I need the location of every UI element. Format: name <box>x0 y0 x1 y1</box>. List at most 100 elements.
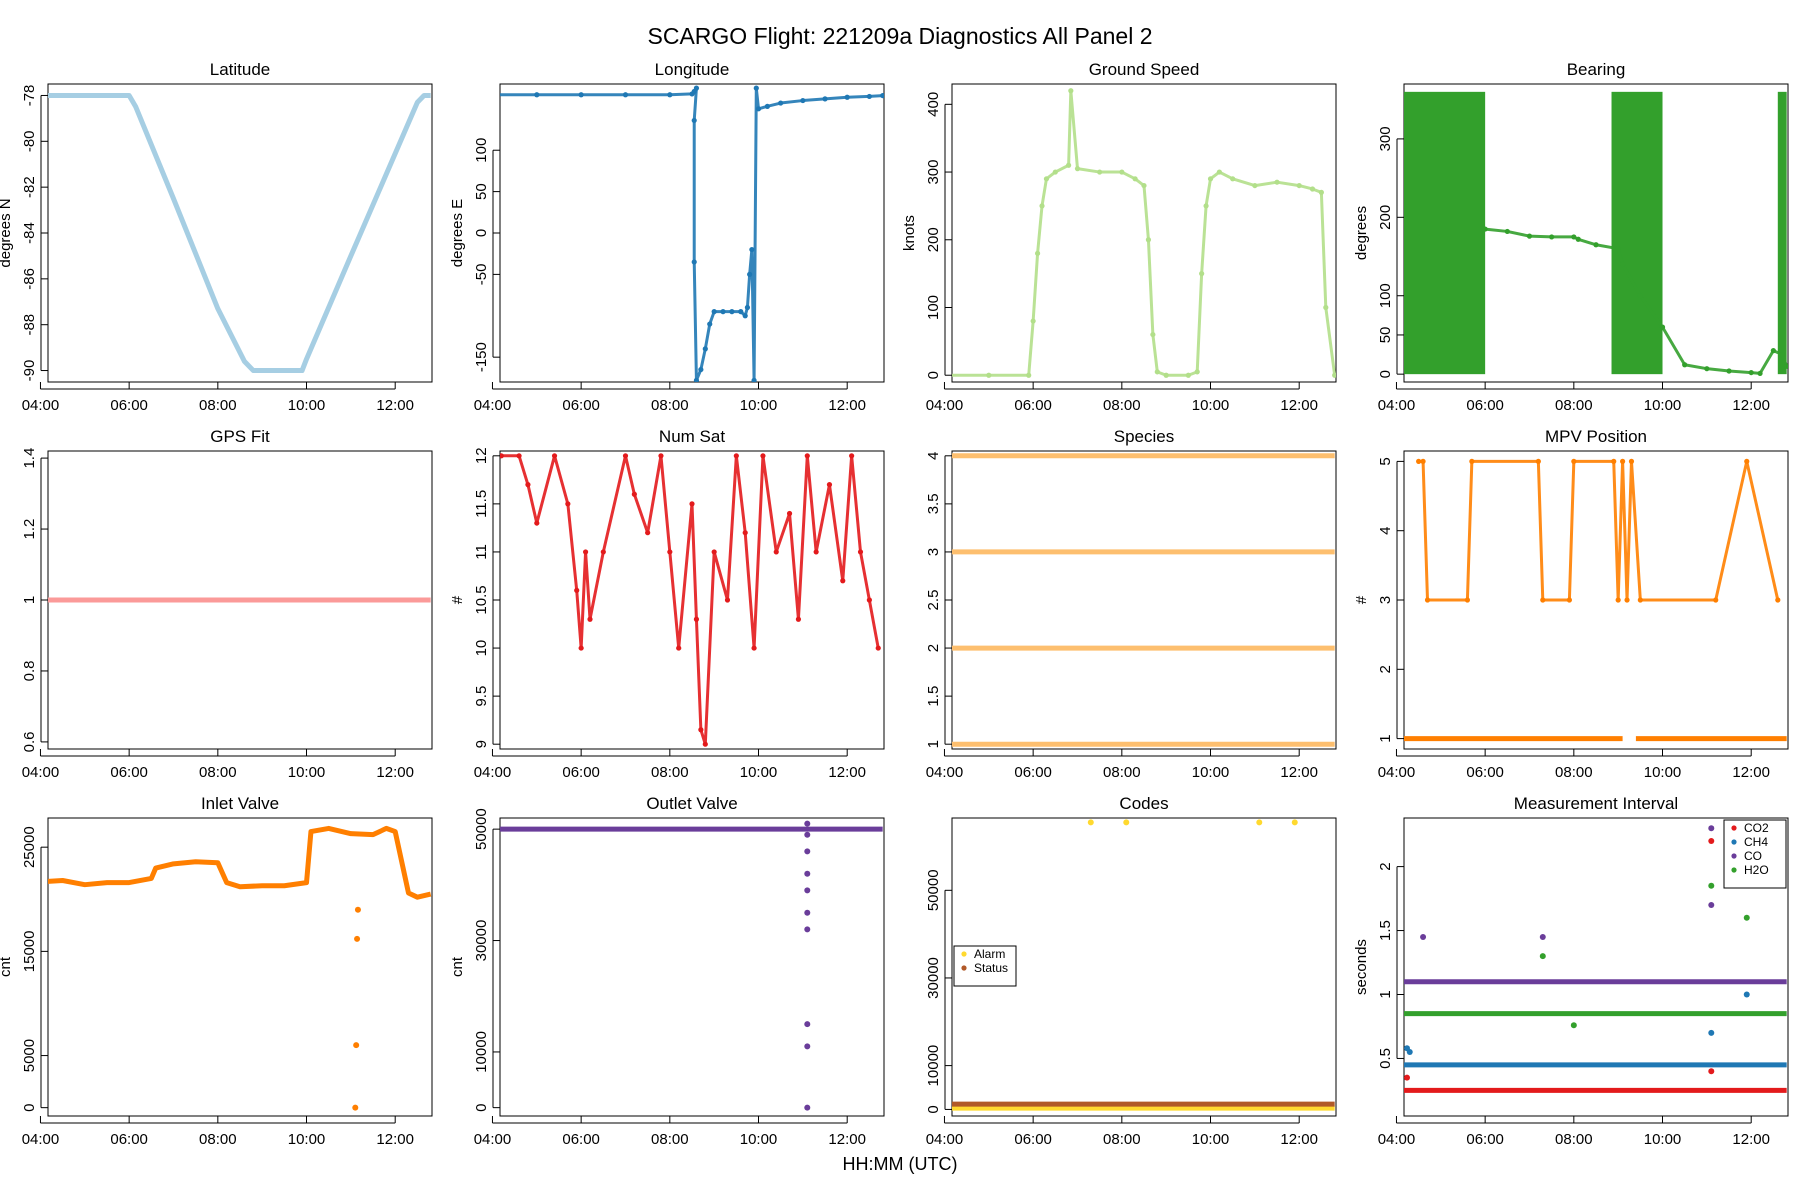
data-point <box>1416 458 1422 464</box>
data-point <box>1097 169 1103 175</box>
data-point <box>1704 366 1710 372</box>
y-tick-label: 3.5 <box>925 493 942 514</box>
data-point <box>1575 236 1581 242</box>
x-tick-label: 08:00 <box>1103 397 1141 414</box>
panel-title: Num Sat <box>659 427 725 446</box>
data-point <box>1296 182 1302 189</box>
series-trace <box>500 86 883 382</box>
panel-species: Species 04:00 06:00 08:00 10:00 12:00 1 1.5 2 2.5… <box>925 427 1337 781</box>
x-tick-label: 10:00 <box>1644 764 1682 781</box>
data-point <box>631 491 637 497</box>
y-tick-label: -84 <box>21 222 38 244</box>
y-tick-label: 50000 <box>473 808 490 850</box>
series-line <box>48 92 431 374</box>
data-point <box>742 530 748 536</box>
y-tick-label: 0.6 <box>21 731 38 752</box>
plot-area <box>1404 91 1788 376</box>
x-tick-label: 10:00 <box>1644 1131 1682 1148</box>
data-point <box>1252 182 1258 189</box>
data-point <box>1464 597 1471 603</box>
data-point <box>1770 348 1776 354</box>
data-point <box>702 346 708 352</box>
data-point <box>751 645 757 651</box>
outlier-point <box>354 906 361 913</box>
spike-point <box>1404 1074 1410 1081</box>
data-point <box>1119 169 1125 175</box>
spike-point <box>1708 901 1715 908</box>
data-point <box>849 453 855 459</box>
x-tick-label: 10:00 <box>740 1131 778 1148</box>
legend-label: Status <box>974 961 1008 975</box>
dense-band <box>1777 91 1787 375</box>
plot-area <box>952 88 1336 378</box>
series-trace <box>1418 459 1780 602</box>
x-tick-label: 06:00 <box>1466 764 1504 781</box>
data-point <box>1620 458 1626 464</box>
y-axis-label: seconds <box>1353 939 1370 995</box>
dense-band <box>1404 91 1486 375</box>
plot-area <box>1404 825 1787 1093</box>
data-point <box>1154 369 1160 375</box>
data-point <box>693 85 700 91</box>
plot-frame <box>47 817 433 1117</box>
data-point <box>1615 246 1621 252</box>
panel-codes: Codes 04:00 06:00 08:00 10:00 12:00 0 10000 3000… <box>925 794 1337 1148</box>
data-point <box>622 453 629 459</box>
data-point <box>1420 458 1426 464</box>
y-axis-label: cnt <box>449 956 466 977</box>
data-point <box>1482 226 1488 232</box>
x-tick-label: 12:00 <box>828 1131 866 1148</box>
plot-area <box>952 819 1335 1111</box>
y-tick-label: 3 <box>1377 596 1394 604</box>
data-point <box>1784 363 1788 369</box>
data-point <box>1566 597 1572 603</box>
y-tick-label: 5000 <box>21 1039 38 1072</box>
x-tick-label: 12:00 <box>1280 764 1318 781</box>
x-tick-label: 06:00 <box>110 764 148 781</box>
data-point <box>1637 597 1643 603</box>
x-tick-label: 10:00 <box>1192 764 1230 781</box>
x-tick-label: 12:00 <box>1732 397 1770 414</box>
y-tick-label: 50 <box>1377 327 1394 344</box>
y-tick-label: 10 <box>473 640 490 657</box>
x-tick-label: 08:00 <box>651 764 689 781</box>
data-point <box>804 453 810 459</box>
data-point <box>986 372 992 378</box>
data-point <box>1194 369 1200 375</box>
data-point <box>574 587 580 593</box>
data-point <box>698 366 704 373</box>
panel-outlet-valve: Outlet Valve 04:00 06:00 08:00 10:00 12:00 0 10… <box>449 794 885 1148</box>
plot-area <box>500 85 884 382</box>
y-tick-label: 9 <box>473 740 490 748</box>
panel-bearing: Bearing 04:00 06:00 08:00 10:00 12:00 0 50 100 20… <box>1353 60 1789 414</box>
series-trace <box>952 89 1336 377</box>
y-axis-label: degrees N <box>0 198 14 267</box>
legend-marker <box>961 965 967 971</box>
x-tick-label: 06:00 <box>1014 764 1052 781</box>
data-point <box>578 645 584 651</box>
data-point <box>729 309 735 315</box>
spike-point <box>1420 933 1427 940</box>
outlier-point <box>804 820 811 827</box>
plot-frame <box>951 450 1337 750</box>
x-tick-label: 12:00 <box>1280 1131 1318 1148</box>
panel-mpv-position: MPV Position 04:00 06:00 08:00 10:00 12:00 1 2 3… <box>1353 427 1789 781</box>
data-point <box>693 616 700 622</box>
panel-title: MPV Position <box>1545 427 1647 446</box>
data-point <box>778 100 784 106</box>
x-tick-label: 12:00 <box>376 397 414 414</box>
figure-title: SCARGO Flight: 221209a Diagnostics All P… <box>648 23 1153 49</box>
data-point <box>1150 331 1156 338</box>
y-tick-label: 11 <box>473 544 490 560</box>
plot-frame <box>951 83 1337 383</box>
x-tick-label: 08:00 <box>1555 397 1593 414</box>
y-tick-label: 9.5 <box>473 686 490 707</box>
spike-point <box>1743 914 1750 921</box>
data-point <box>1256 819 1263 826</box>
outlier-point <box>804 1043 811 1050</box>
outlier-point <box>354 935 361 942</box>
data-point <box>676 645 682 651</box>
data-point <box>795 616 802 622</box>
legend-label: Alarm <box>974 947 1005 961</box>
